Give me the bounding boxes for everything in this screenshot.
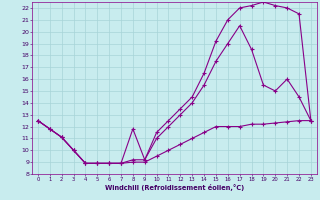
X-axis label: Windchill (Refroidissement éolien,°C): Windchill (Refroidissement éolien,°C) <box>105 184 244 191</box>
